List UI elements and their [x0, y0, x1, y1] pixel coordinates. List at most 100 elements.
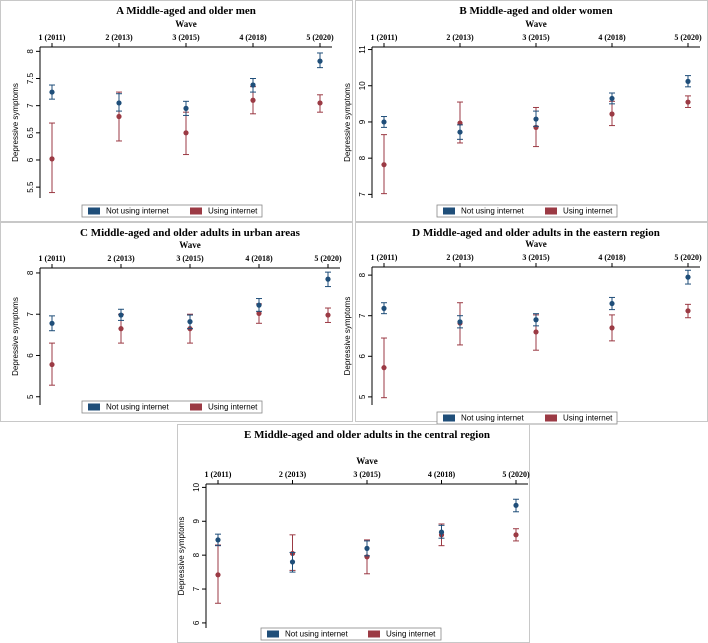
y-tick-label: 9 [358, 119, 367, 124]
y-tick-label: 8 [358, 272, 367, 277]
data-point [609, 111, 615, 117]
legend-swatch-not-using [443, 207, 455, 215]
data-point [438, 529, 445, 535]
data-point [685, 99, 691, 105]
y-tick-label: 8 [358, 155, 367, 160]
legend-label-not-using: Not using internet [461, 207, 524, 216]
data-point [183, 130, 189, 136]
panel-a: A Middle-aged and older men Wave 1 (2011) 2… [0, 0, 353, 222]
x-tick-label: 5 (2020) [674, 253, 702, 262]
data-point [533, 317, 539, 323]
data-point [325, 276, 331, 282]
panel-frame [0, 222, 353, 422]
panel-title: B Middle-aged and older women [459, 5, 612, 17]
y-tick-label: 7 [192, 586, 201, 591]
data-point [685, 78, 691, 85]
x-tick-label: 1 (2011) [39, 33, 66, 42]
panel-frame [0, 0, 353, 222]
x-tick-label: 1 (2011) [205, 470, 232, 479]
x-axis-label: Wave [525, 239, 547, 249]
x-tick-label: 4 (2018) [598, 33, 626, 42]
data-point [49, 89, 55, 95]
legend: Not using internet Using internet [81, 204, 263, 218]
x-tick-label: 3 (2015) [522, 253, 550, 262]
data-point [609, 95, 615, 102]
y-tick-label: 10 [192, 482, 201, 491]
y-axis-label: Depressive symptoms [11, 297, 20, 376]
legend-swatch-not-using [88, 403, 100, 411]
data-point [685, 274, 691, 280]
x-tick-label: 2 (2013) [107, 254, 135, 263]
data-point [118, 312, 124, 318]
x-tick-label: 1 (2011) [371, 33, 398, 42]
x-tick-label: 4 (2018) [245, 254, 273, 263]
y-tick-label: 8 [26, 270, 35, 275]
panel-frame [355, 0, 708, 222]
x-tick-label: 3 (2015) [353, 470, 381, 479]
legend: Not using internet Using internet [81, 400, 263, 414]
y-tick-label: 8 [192, 552, 201, 557]
legend-box [81, 204, 263, 218]
y-tick-label: 7 [358, 313, 367, 318]
y-axis-label: Depressive symptoms [177, 517, 186, 596]
panel-d: D Middle-aged and older adults in the ea… [343, 222, 708, 425]
data-point [183, 105, 189, 111]
y-axis-label: Depressive symptoms [11, 83, 20, 162]
x-tick-label: 2 (2013) [446, 33, 474, 42]
data-point [381, 365, 387, 371]
y-tick-label: 7 [26, 103, 35, 108]
panel-title: C Middle-aged and older adults in urban … [80, 227, 301, 239]
data-point [533, 116, 539, 122]
series-using-internet [49, 86, 323, 194]
data-point [685, 308, 691, 314]
x-tick-label: 3 (2015) [172, 33, 200, 42]
data-point [118, 326, 124, 332]
legend-swatch-using [545, 414, 557, 422]
y-tick-label: 7 [26, 311, 35, 316]
data-point [381, 162, 387, 168]
data-point [116, 113, 122, 120]
data-point [609, 300, 615, 307]
series-not-using-internet [49, 271, 331, 332]
y-tick-label: 11 [358, 45, 367, 54]
y-tick-label: 9 [192, 518, 201, 523]
y-axis-label: Depressive symptoms [343, 83, 352, 162]
legend-label-not-using: Not using internet [106, 207, 169, 216]
legend-box [260, 627, 442, 641]
legend-label-not-using: Not using internet [285, 630, 348, 639]
data-point [215, 572, 221, 578]
panel-title: E Middle-aged and older adults in the ce… [244, 429, 490, 441]
y-tick-label: 8 [26, 49, 35, 54]
y-tick-label: 5.5 [26, 181, 35, 193]
legend-label-using: Using internet [208, 403, 258, 412]
x-tick-label: 5 (2020) [502, 470, 530, 479]
legend: Not using internet Using internet [436, 204, 618, 218]
y-tick-label: 6 [26, 353, 35, 358]
data-point [49, 361, 55, 368]
data-point [317, 100, 323, 106]
legend-swatch-using [545, 207, 557, 215]
y-tick-label: 7.5 [26, 72, 35, 84]
data-point [49, 156, 55, 162]
y-tick-label: 6.5 [26, 127, 35, 139]
data-point [609, 325, 615, 331]
data-point [325, 312, 331, 318]
legend-label-not-using: Not using internet [106, 403, 169, 412]
x-tick-label: 1 (2011) [371, 253, 398, 262]
x-tick-label: 1 (2011) [39, 254, 66, 263]
y-tick-label: 5 [358, 394, 367, 399]
data-point [457, 120, 463, 126]
series-not-using-internet [49, 52, 323, 116]
x-tick-label: 5 (2020) [306, 33, 334, 42]
legend-box [81, 400, 263, 414]
data-point [513, 532, 519, 538]
data-point [513, 502, 519, 508]
data-point [256, 310, 262, 316]
series-using-internet [381, 302, 691, 399]
data-point [289, 559, 296, 565]
x-tick-label: 4 (2018) [428, 470, 456, 479]
data-point [381, 305, 387, 311]
legend-swatch-using [190, 403, 202, 411]
x-tick-label: 4 (2018) [598, 253, 626, 262]
